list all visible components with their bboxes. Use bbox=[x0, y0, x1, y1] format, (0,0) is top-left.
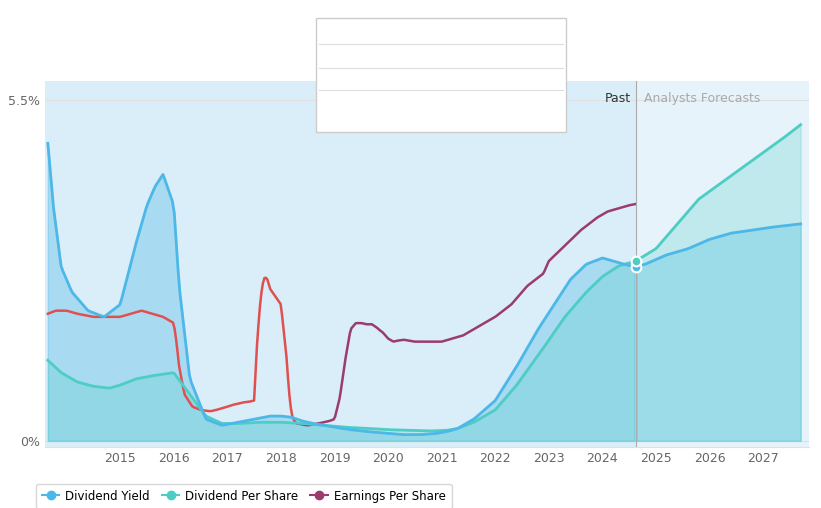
Text: ₹3,220: ₹3,220 bbox=[460, 79, 502, 89]
Text: Earnings Per Share: Earnings Per Share bbox=[326, 103, 432, 113]
Legend: Dividend Yield, Dividend Per Share, Earnings Per Share: Dividend Yield, Dividend Per Share, Earn… bbox=[36, 484, 452, 508]
Text: /yr: /yr bbox=[488, 56, 503, 66]
Text: Dividend Yield: Dividend Yield bbox=[326, 56, 406, 66]
Text: Analysts Forecasts: Analysts Forecasts bbox=[644, 92, 760, 106]
Text: Aug 05 2024: Aug 05 2024 bbox=[326, 33, 415, 46]
Text: Past: Past bbox=[605, 92, 631, 106]
Bar bbox=[635, 81, 809, 447]
Bar bbox=[45, 81, 635, 447]
Text: 3.1%: 3.1% bbox=[460, 56, 490, 66]
Text: No data: No data bbox=[460, 103, 503, 113]
Text: /yr: /yr bbox=[507, 79, 521, 89]
Text: Dividend Per Share: Dividend Per Share bbox=[326, 79, 433, 89]
